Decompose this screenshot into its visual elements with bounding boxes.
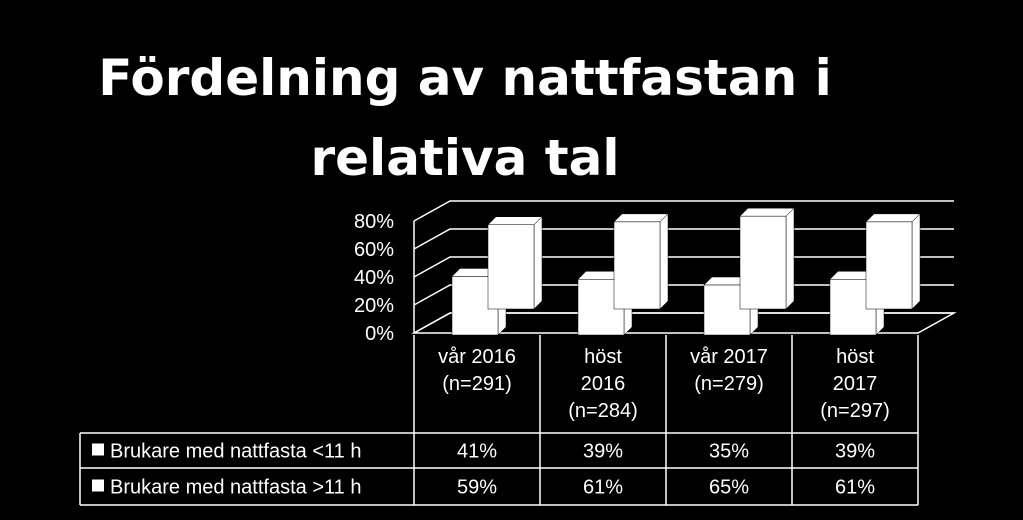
y-tick-label: 20%	[354, 295, 394, 317]
bar-side-face	[911, 213, 921, 310]
bar-top-face	[613, 213, 669, 223]
y-tick-label: 40%	[354, 267, 394, 289]
gridline	[413, 200, 954, 222]
category-label: höst	[584, 346, 622, 368]
chart-title: Fördelning av nattfastan i relativa tal	[0, 38, 930, 198]
data-label: 59%	[457, 477, 497, 499]
series-name: Brukare med nattfasta >11 h	[110, 477, 361, 499]
y-tick-label: 80%	[354, 211, 394, 233]
chart-title-line-2: relativa tal	[310, 129, 620, 187]
category-label: vår 2017	[690, 346, 768, 368]
y-tick-label: 60%	[354, 239, 394, 261]
data-label: 41%	[457, 441, 497, 463]
category-label: (n=291)	[442, 373, 512, 395]
bar-side-face	[533, 216, 543, 310]
category-label: 2016	[581, 373, 626, 395]
category-label: (n=284)	[568, 400, 638, 422]
legend-swatch	[92, 443, 104, 456]
data-label: 61%	[835, 477, 875, 499]
data-label: 35%	[709, 441, 749, 463]
bar	[739, 215, 787, 310]
category-label: 2017	[833, 373, 878, 395]
bar-side-face	[659, 213, 669, 310]
category-label: (n=279)	[694, 373, 764, 395]
bar-top-face	[739, 207, 795, 217]
bar	[487, 224, 535, 310]
data-label: 61%	[583, 477, 623, 499]
bar-top-face	[487, 216, 543, 225]
gridline	[413, 312, 954, 334]
category-label: (n=297)	[820, 400, 890, 422]
data-label: 39%	[583, 441, 623, 463]
bar-top-face	[865, 213, 921, 223]
data-label: 65%	[709, 477, 749, 499]
bar	[865, 221, 913, 310]
series-name: Brukare med nattfasta <11 h	[110, 441, 361, 463]
y-tick-label: 0%	[365, 323, 394, 345]
chart-title-line-1: Fördelning av nattfastan i	[98, 49, 832, 107]
bar	[613, 221, 661, 310]
category-label: vår 2016	[438, 346, 516, 368]
bar-side-face	[785, 207, 795, 310]
data-label: 39%	[835, 441, 875, 463]
category-label: höst	[836, 346, 874, 368]
legend-swatch	[92, 479, 104, 492]
